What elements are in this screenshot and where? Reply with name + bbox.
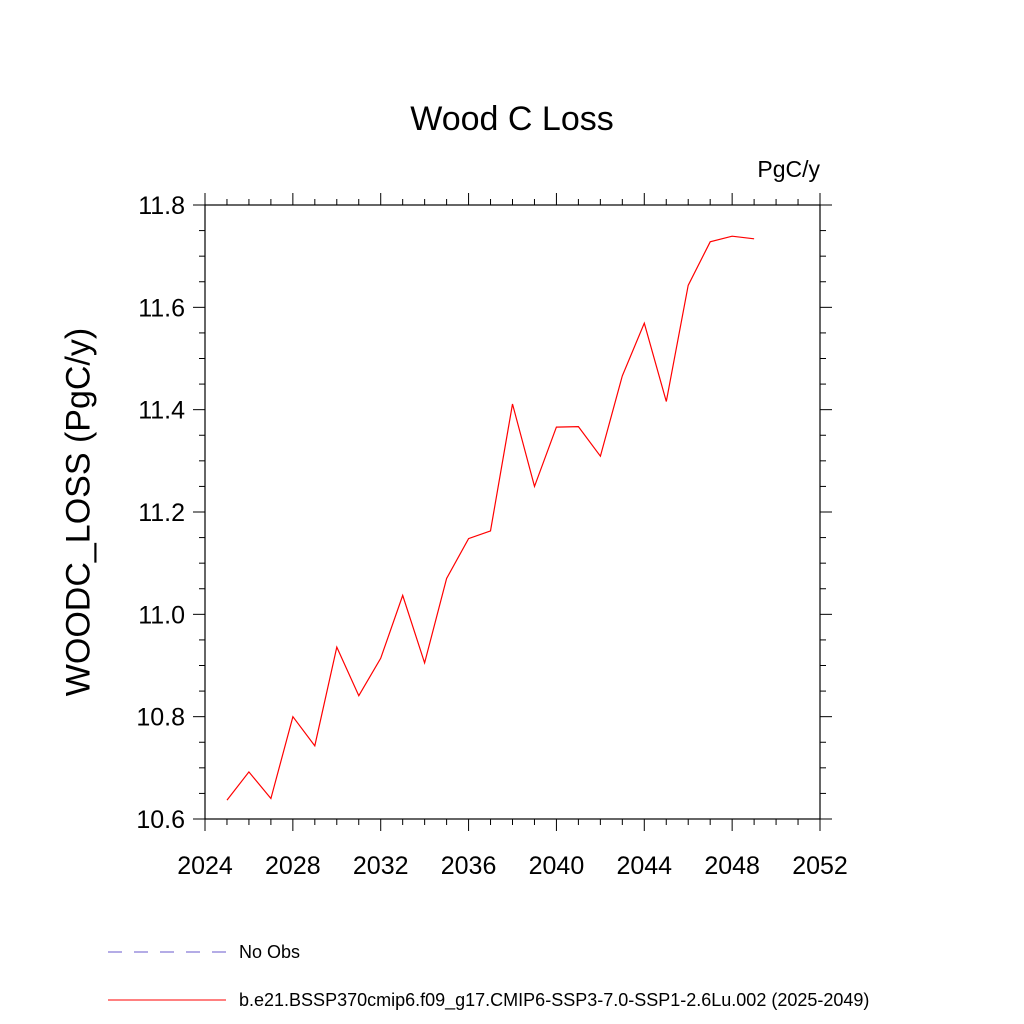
x-tick-label: 2052 — [792, 852, 848, 880]
y-tick-label: 10.6 — [136, 806, 185, 834]
x-tick-label: 2044 — [616, 852, 672, 880]
x-tick-label: 2028 — [265, 852, 321, 880]
y-tick-label: 11.8 — [138, 192, 185, 220]
y-tick-label: 11.2 — [138, 499, 185, 527]
y-tick-label: 11.0 — [138, 601, 185, 629]
x-tick-label: 2032 — [353, 852, 409, 880]
legend-label-series: b.e21.BSSP370cmip6.f09_g17.CMIP6-SSP3-7.… — [239, 990, 870, 1010]
x-tick-label: 2048 — [704, 852, 760, 880]
y-axis-label: WOODC_LOSS (PgC/y) — [59, 327, 98, 697]
plot-frame — [204, 204, 821, 820]
series-line — [226, 235, 755, 801]
y-tick-label: 11.4 — [138, 397, 185, 425]
x-tick-label: 2024 — [177, 852, 233, 880]
y-tick-label: 10.8 — [136, 704, 185, 732]
x-tick-label: 2040 — [529, 852, 585, 880]
y-tick-label: 11.6 — [138, 294, 185, 322]
x-tick-label: 2036 — [441, 852, 497, 880]
chart-title: Wood C Loss — [410, 100, 614, 138]
units-label: PgC/y — [757, 156, 820, 182]
legend-label-no-obs: No Obs — [239, 942, 301, 962]
